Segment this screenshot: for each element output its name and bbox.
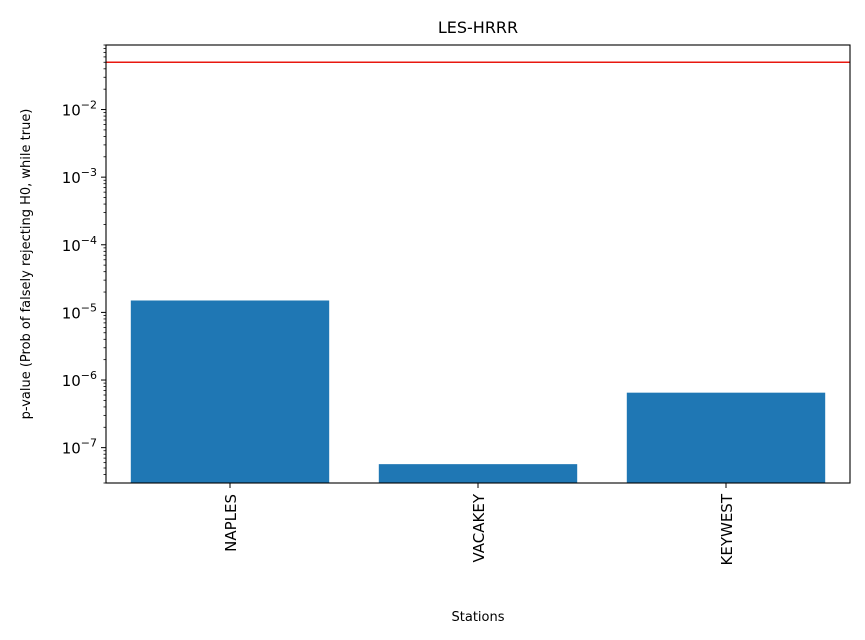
y-tick-label: 10−4 bbox=[62, 234, 97, 255]
axes-frame bbox=[105, 44, 851, 484]
bar-keywest bbox=[626, 392, 826, 483]
chart-title: LES-HRRR bbox=[438, 18, 518, 37]
bar-naples bbox=[130, 300, 330, 483]
y-tick-label: 10−7 bbox=[62, 437, 97, 458]
y-axis-label: p-value (Prob of falsely rejecting H0, w… bbox=[19, 109, 34, 420]
bar-vacakey bbox=[378, 464, 578, 483]
y-tick-label: 10−6 bbox=[62, 369, 97, 390]
x-tick-label: KEYWEST bbox=[718, 493, 736, 565]
y-tick-label: 10−3 bbox=[62, 166, 97, 187]
y-tick-label: 10−2 bbox=[62, 99, 97, 120]
y-tick-label: 10−5 bbox=[62, 301, 97, 322]
x-tick-label: NAPLES bbox=[222, 494, 240, 552]
plot-area: NAPLES VACAKEY KEYWEST 10−7 10−6 10−5 10−4 10−3… bbox=[62, 44, 850, 565]
x-axis-label: Stations bbox=[452, 610, 505, 625]
x-tick-label: VACAKEY bbox=[470, 493, 488, 562]
